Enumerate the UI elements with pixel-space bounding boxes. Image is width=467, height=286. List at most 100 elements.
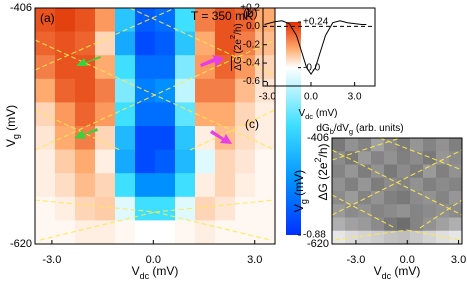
heatmap-cell xyxy=(436,177,450,192)
y-axis-label-part: /h) xyxy=(233,23,244,35)
heatmap-cell xyxy=(423,151,437,165)
heatmap-cell xyxy=(135,196,156,221)
heatmap-cell xyxy=(175,55,196,80)
heatmap-cell xyxy=(423,177,437,192)
heatmap-cell xyxy=(332,177,346,192)
heatmap-cell xyxy=(175,126,196,151)
heatmap-cell xyxy=(371,164,385,179)
heatmap-cell xyxy=(155,31,176,56)
x-axis-label-part: (mV) xyxy=(313,108,337,119)
heatmap-cell xyxy=(345,177,359,192)
heatmap-cell xyxy=(332,217,346,232)
heatmap-cell xyxy=(135,31,156,56)
heatmap-cell xyxy=(436,138,450,152)
heatmap-cell xyxy=(115,31,136,56)
heatmap-cell xyxy=(436,230,450,245)
heatmap-cell xyxy=(436,217,450,232)
heatmap-cell xyxy=(332,138,346,152)
heatmap-cell xyxy=(255,196,276,221)
x-tick-label: 0.0 xyxy=(400,254,415,266)
heatmap-cell xyxy=(175,8,196,33)
heatmap-cell xyxy=(55,196,76,221)
heatmap-cell xyxy=(358,217,372,232)
heatmap-cell xyxy=(384,177,398,192)
x-axis-label: Vdc (mV) xyxy=(132,264,179,281)
heatmap-cell xyxy=(371,191,385,205)
heatmap-cell xyxy=(35,8,56,33)
x-tick-label: 3.0 xyxy=(247,254,262,266)
x-tick-label: 0.0 xyxy=(304,92,318,103)
heatmap-cell xyxy=(332,204,346,218)
heatmap-cell xyxy=(332,230,346,245)
panel-label: (b) xyxy=(243,6,258,20)
heatmap-cell xyxy=(397,164,411,179)
panel-title-part: dG xyxy=(316,123,330,134)
heatmap-cell xyxy=(235,55,256,80)
y-axis-label-part: 2 xyxy=(228,35,237,39)
x-axis-label-part: V xyxy=(298,108,305,119)
heatmap-cell xyxy=(115,102,136,127)
y-tick-label: 0.0 xyxy=(246,21,260,32)
arrows xyxy=(74,55,232,144)
heatmap-cell xyxy=(35,220,56,245)
y-axis-label-part: ΔG xyxy=(233,56,244,71)
heatmap-cell xyxy=(410,164,424,179)
heatmap-cell xyxy=(95,102,116,127)
heatmap-cell xyxy=(55,102,76,127)
x-axis-label-part: (mV) xyxy=(391,264,420,278)
colorbar-tick-label: -0.88 xyxy=(303,230,326,241)
heatmap-cell xyxy=(95,126,116,151)
heatmap-cell xyxy=(345,164,359,179)
heatmap-cell xyxy=(215,173,236,198)
heatmap-cell xyxy=(423,230,437,245)
heatmap-cell xyxy=(35,173,56,198)
heatmap-cell xyxy=(195,78,216,103)
heatmap-cell xyxy=(449,230,463,245)
y-axis-label: Vg (mV) xyxy=(4,105,21,147)
heatmap-cell xyxy=(55,55,76,80)
heatmap-cell xyxy=(195,196,216,221)
heatmap-cell xyxy=(255,149,276,174)
heatmap-cell xyxy=(35,149,56,174)
heatmap-cell xyxy=(75,149,96,174)
heatmap-cell xyxy=(115,220,136,245)
heatmap-cell xyxy=(95,55,116,80)
data-line xyxy=(264,20,367,75)
heatmap-cell xyxy=(397,191,411,205)
heatmap-cell xyxy=(384,151,398,165)
heatmap-cell xyxy=(55,78,76,103)
heatmap-cell xyxy=(155,55,176,80)
colorbar-label-part: ΔG (2e xyxy=(316,162,330,200)
heatmap-cell xyxy=(35,55,56,80)
colorbar-label-part: /h) xyxy=(316,143,330,157)
panel-title-part: (arb. units) xyxy=(353,123,404,134)
heatmap-cell xyxy=(155,78,176,103)
heatmap-cell xyxy=(235,78,256,103)
heatmap-cell xyxy=(384,191,398,205)
heatmap-cell xyxy=(75,196,96,221)
heatmap-cell xyxy=(371,177,385,192)
heatmap-cell xyxy=(449,151,463,165)
heatmap-cell xyxy=(175,173,196,198)
y-axis-label-part: g xyxy=(299,199,309,204)
heatmap-cell xyxy=(397,138,411,152)
heatmap-cell xyxy=(95,149,116,174)
panel-title: dGb/dVg (arb. units) xyxy=(316,123,403,137)
heatmap-cell xyxy=(449,191,463,205)
heatmap-cell xyxy=(95,173,116,198)
heatmap-cell xyxy=(75,31,96,56)
heatmap-cell xyxy=(195,8,216,33)
heatmap-cell xyxy=(195,173,216,198)
heatmap-cell xyxy=(135,8,156,33)
heatmap-cell xyxy=(371,217,385,232)
heatmap-cell xyxy=(410,217,424,232)
y-axis-label-part: (mV) xyxy=(292,170,306,199)
x-axis-label-part: dc xyxy=(382,271,392,281)
heatmap-cell xyxy=(95,78,116,103)
heatmap-cell xyxy=(345,217,359,232)
heatmap-cell xyxy=(332,191,346,205)
heatmap-cell xyxy=(155,196,176,221)
heatmap-cell xyxy=(384,204,398,218)
heatmap-cell xyxy=(95,196,116,221)
